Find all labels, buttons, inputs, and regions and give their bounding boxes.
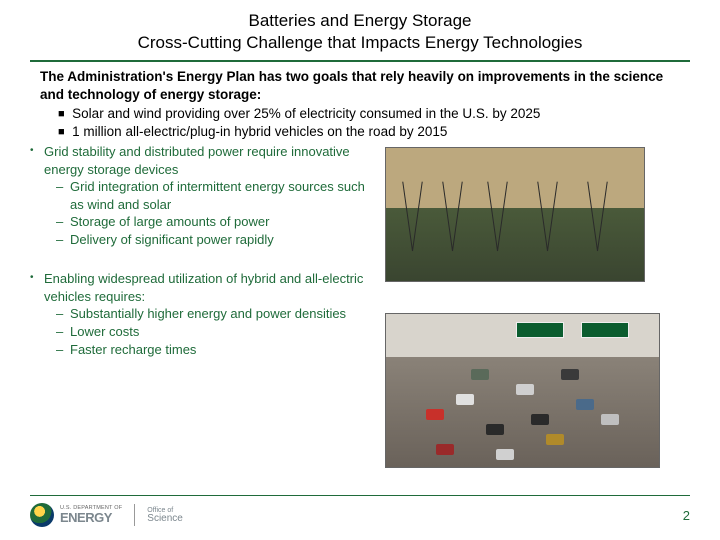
bullet-1-sub-2: Storage of large amounts of power xyxy=(70,213,375,231)
bullet-1-sub-3: Delivery of significant power rapidly xyxy=(70,231,375,249)
car-icon xyxy=(516,384,534,395)
logo-divider xyxy=(134,504,135,526)
bullet-2-sub-1: Substantially higher energy and power de… xyxy=(70,305,375,323)
car-icon xyxy=(436,444,454,455)
intro-sub-2: ■ 1 million all-electric/plug-in hybrid … xyxy=(40,123,690,141)
doe-seal-icon xyxy=(30,503,54,527)
title-line-2: Cross-Cutting Challenge that Impacts Ene… xyxy=(30,32,690,54)
car-icon xyxy=(561,369,579,380)
car-icon xyxy=(426,409,444,420)
bullet-2-lead: Enabling widespread utilization of hybri… xyxy=(44,270,375,305)
image-power-towers xyxy=(385,147,645,282)
car-icon xyxy=(576,399,594,410)
highway-sign xyxy=(581,322,629,338)
car-icon xyxy=(546,434,564,445)
footer-rule xyxy=(30,495,690,496)
logo-office-big: Science xyxy=(147,514,183,524)
intro-lead: The Administration's Energy Plan has two… xyxy=(40,68,690,104)
bullet-dot: • xyxy=(30,270,44,305)
bullet-1-sub-1: Grid integration of intermittent energy … xyxy=(70,178,375,213)
image-highway-traffic xyxy=(385,313,660,468)
highway-sign xyxy=(516,322,564,338)
title-line-1: Batteries and Energy Storage xyxy=(30,10,690,32)
bullet-2-sub-3: Faster recharge times xyxy=(70,341,375,359)
bullet-2-sub-2: Lower costs xyxy=(70,323,375,341)
car-icon xyxy=(486,424,504,435)
doe-logo: U.S. DEPARTMENT OF ENERGY Office of Scie… xyxy=(30,503,183,527)
car-icon xyxy=(456,394,474,405)
bullet-1-lead: Grid stability and distributed power req… xyxy=(44,143,375,178)
page-number: 2 xyxy=(683,508,690,523)
logo-dept-big: ENERGY xyxy=(60,511,122,524)
car-icon xyxy=(531,414,549,425)
intro-sub-1: ■ Solar and wind providing over 25% of e… xyxy=(40,105,690,123)
car-icon xyxy=(471,369,489,380)
bullet-dot: • xyxy=(30,143,44,178)
car-icon xyxy=(496,449,514,460)
car-icon xyxy=(601,414,619,425)
